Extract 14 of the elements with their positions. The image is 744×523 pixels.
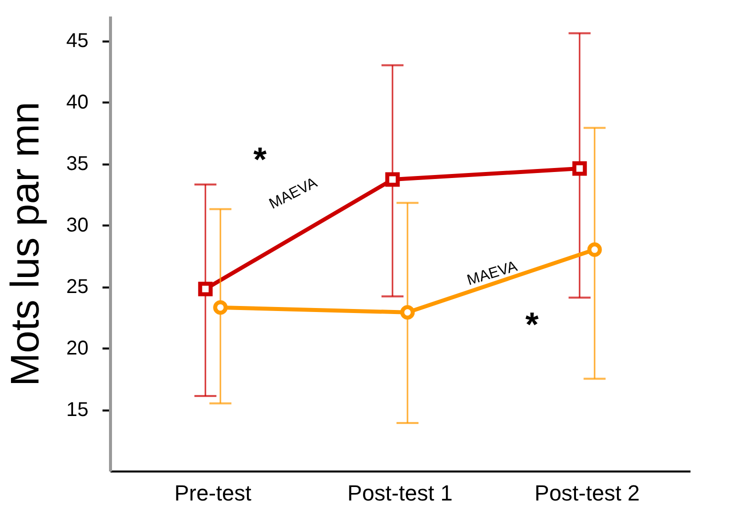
annotation: MAEVA — [465, 258, 520, 290]
x-tick-label: Pre-test — [174, 480, 252, 506]
y-tick-label: 45 — [66, 30, 88, 52]
y-tick-label: 35 — [66, 153, 88, 176]
y-tick-label: 15 — [66, 399, 88, 422]
x-tick-label: Post-test 1 — [347, 480, 453, 506]
y-tick-label: 25 — [66, 276, 88, 298]
annotation: * — [525, 306, 540, 344]
y-tick-label: 40 — [66, 92, 88, 114]
x-tick-label: Post-test 2 — [534, 480, 640, 506]
annotation: * — [253, 141, 268, 179]
y-tick-label: 30 — [66, 214, 88, 237]
y-tick-label: 20 — [66, 338, 88, 360]
y-axis-title: Mots lus par mn — [3, 102, 48, 386]
